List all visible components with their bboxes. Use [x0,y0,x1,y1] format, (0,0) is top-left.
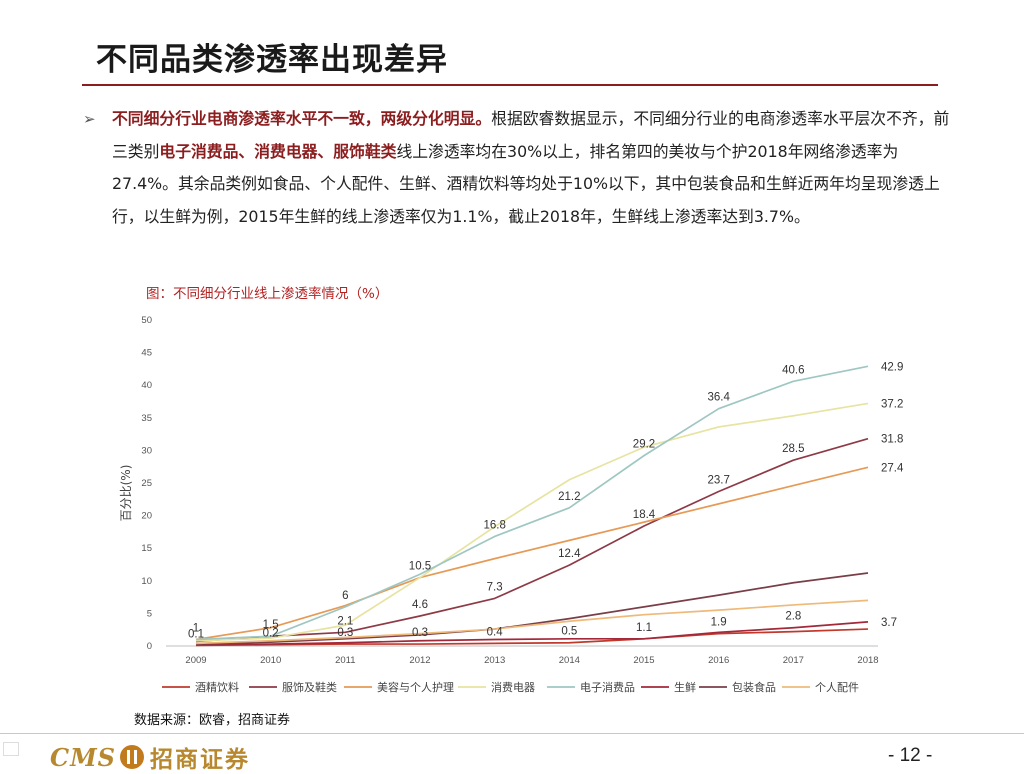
x-tick-label: 2017 [783,655,804,666]
body-paragraph: 不同细分行业电商渗透率水平不一致，两级分化明显。根据欧睿数据显示，不同细分行业的… [112,103,950,233]
y-tick-label: 0 [147,641,152,652]
arrow-bullet-icon: ➢ [83,110,96,128]
footer-divider [0,733,1024,734]
data-label: 4.6 [412,599,428,611]
y-tick-label: 35 [141,413,152,424]
data-label: 2.1 [337,615,353,627]
data-label: 28.5 [782,443,804,455]
figure-caption: 图：不同细分行业线上渗透率情况（%） [146,286,389,302]
paragraph-text-2: 线上渗透率均在30%以上，排名第四的美妆与个护2018年网络渗透率为27.4%。… [112,141,940,226]
data-label: 6 [342,590,348,602]
data-label: 2.8 [785,611,801,623]
source-note: 数据来源：欧睿，招商证券 [134,713,291,728]
data-label: 7.3 [487,581,503,593]
data-label: 0.3 [337,627,353,639]
series-line-5 [195,365,869,641]
x-tick-label: 2014 [559,655,580,666]
company-logo: CMS 招商证券 [50,740,250,774]
data-label: 0.1 [188,628,204,640]
data-label: 1.9 [711,617,727,629]
data-label: 27.4 [881,462,904,474]
data-label: 40.6 [782,364,804,376]
data-label: 1 [193,622,199,634]
series-line-7 [195,572,869,645]
data-label: 3.7 [881,617,897,629]
series-line-6 [195,621,869,646]
data-label: 1.1 [636,622,652,634]
legend-label-8: 个人配件 [815,681,859,694]
data-label: 31.8 [881,434,903,446]
x-tick-label: 2011 [335,655,355,666]
y-axis-title: 百分比(%) [119,465,133,522]
data-label: 0.2 [263,628,279,640]
paragraph-text-1: 根据欧睿数据显示，不同细分行业的电商渗透率水平层次不齐，前三类别 [112,109,950,161]
legend-label-5: 电子消费品 [580,680,635,694]
data-label: 42.9 [881,361,903,373]
data-label: 36.4 [707,392,730,404]
slide-nav-icon[interactable] [3,742,19,756]
x-tick-label: 2010 [260,655,281,666]
cms-emblem-icon [120,745,144,769]
data-label: 1.5 [263,619,279,631]
x-tick-label: 2015 [633,655,654,666]
highlight-sep-2: 、 [317,141,334,161]
slide-title: 不同品类渗透率出现差异 [96,42,448,78]
y-tick-label: 5 [147,608,152,619]
data-label: 16.8 [483,519,505,531]
data-label: 23.7 [707,474,729,486]
highlight-appliances: 消费电器 [254,141,318,161]
series-line-3 [195,466,869,641]
x-tick-label: 2016 [708,655,729,666]
x-tick-label: 2013 [484,655,505,666]
lead-sentence: 不同细分行业电商渗透率水平不一致，两级分化明显。 [112,109,492,128]
series-line-1 [195,628,869,647]
y-tick-label: 10 [141,576,152,587]
legend-label-4: 消费电器 [491,680,535,694]
highlight-sep-1: 、 [238,141,255,161]
data-label: 21.2 [558,491,580,503]
y-tick-label: 30 [141,445,152,456]
series-line-4 [195,402,869,642]
y-tick-label: 15 [141,543,152,554]
legend-label-3: 美容与个人护理 [377,680,454,694]
data-label: 18.4 [633,509,656,521]
data-label: 37.2 [881,398,903,410]
logo-chinese-text: 招商证券 [150,746,250,773]
legend-label-2: 服饰及鞋类 [282,680,337,694]
page-number: - 12 - [888,745,933,766]
x-tick-label: 2012 [409,655,430,666]
series-line-2 [195,437,869,643]
y-tick-label: 50 [141,315,152,326]
x-tick-label: 2018 [857,655,878,666]
data-label: 29.2 [633,439,655,451]
y-tick-label: 45 [141,348,152,359]
title-divider [82,84,938,86]
highlight-electronics: 电子消费品 [159,141,239,161]
highlight-apparel: 服饰鞋类 [333,141,397,161]
y-tick-label: 40 [141,380,152,391]
data-label: 12.4 [558,548,581,560]
legend-label-7: 包装食品 [732,680,776,694]
data-label: 0.4 [487,626,504,638]
y-tick-label: 20 [141,511,152,522]
data-label: 0.5 [561,626,577,638]
y-tick-label: 25 [141,478,152,489]
series-line-8 [195,599,869,645]
data-label: 0.3 [412,627,428,639]
legend-label-1: 酒精饮料 [195,680,239,694]
logo-latin-text: CMS [50,742,116,772]
data-label: 10.5 [409,561,431,573]
x-tick-label: 2009 [185,655,206,666]
legend-label-6: 生鲜 [674,680,696,694]
